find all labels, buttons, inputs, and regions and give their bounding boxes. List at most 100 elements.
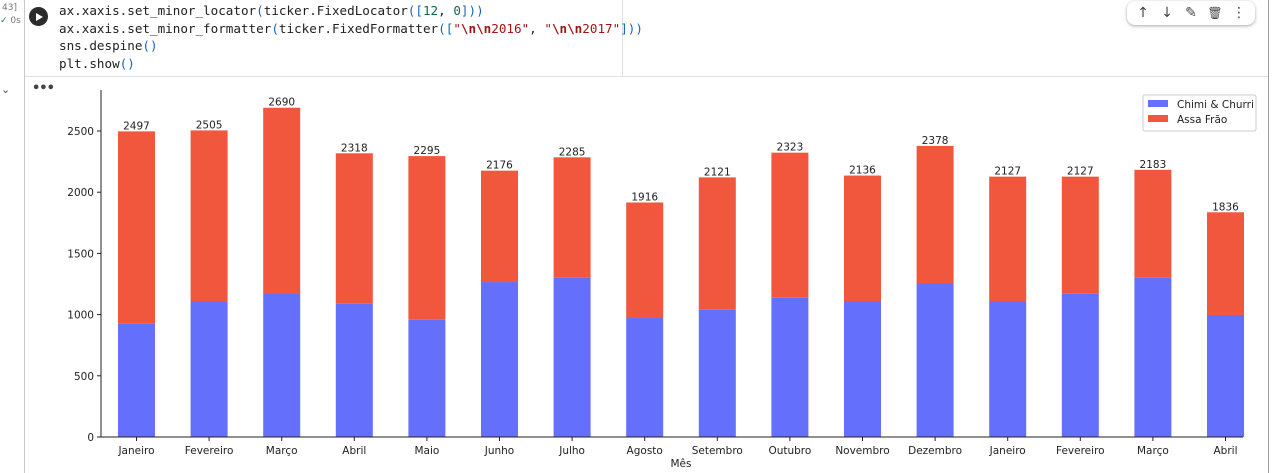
total-label: 2176 (486, 160, 513, 172)
code-editor[interactable]: ax.xaxis.set_minor_locator(ticker.FixedL… (59, 2, 643, 72)
y-tick-label: 1000 (67, 310, 94, 322)
total-label: 2323 (777, 142, 804, 154)
code-token: () (142, 38, 158, 53)
code-token: ( (256, 3, 264, 18)
legend-swatch (1148, 100, 1168, 107)
bar-assa-frao (1061, 176, 1099, 294)
bar-chimi-churri (1207, 314, 1244, 437)
total-label: 2378 (922, 135, 949, 147)
legend-label: Assa Frão (1177, 114, 1227, 126)
bar-chimi-churri (408, 319, 446, 437)
code-token: ( (271, 20, 279, 36)
code-token: ([ (438, 20, 454, 36)
run-cell-button[interactable] (29, 7, 48, 26)
x-tick-label: Novembro (835, 445, 889, 457)
bar-assa-frao (1207, 212, 1244, 315)
legend-label: Chimi & Churri (1177, 99, 1254, 111)
bar-assa-frao (1134, 169, 1172, 278)
code-line: plt.show() (59, 55, 643, 73)
check-icon: ✓ (0, 16, 8, 26)
x-tick-label: Maio (414, 445, 439, 457)
bar-chimi-churri (626, 318, 664, 437)
total-label: 2285 (559, 146, 586, 158)
total-label: 2183 (1140, 159, 1167, 171)
x-tick-label: Outubro (768, 445, 811, 457)
more-options-icon[interactable]: ⋮ (1232, 5, 1246, 21)
total-label: 2690 (268, 97, 295, 109)
y-tick-label: 500 (74, 371, 94, 383)
x-tick-label: Junho (484, 445, 515, 457)
total-label: 1916 (631, 191, 658, 203)
code-token: \n\n (460, 20, 492, 36)
bar-assa-frao (626, 202, 664, 319)
bar-assa-frao (263, 107, 301, 294)
bar-chimi-churri (916, 283, 954, 437)
cell-gutter-border (24, 0, 25, 473)
x-tick-label: Janeiro (117, 445, 154, 457)
cell-divider (622, 0, 623, 76)
total-label: 2127 (994, 166, 1021, 178)
output-divider (25, 76, 1268, 77)
total-label: 2505 (196, 119, 223, 131)
legend-box (1142, 94, 1257, 132)
code-token: ticker.FixedLocator (263, 3, 408, 18)
bar-assa-frao (408, 156, 446, 320)
bar-chimi-churri (1061, 293, 1099, 437)
bar-assa-frao (190, 130, 228, 302)
code-token: 2017" (582, 20, 621, 36)
collapse-output-icon[interactable]: ⌄ (1, 83, 11, 96)
x-axis-label: Mês (671, 458, 692, 470)
code-token: sns.despine (59, 38, 143, 53)
bar-assa-frao (118, 131, 155, 324)
code-token: 0 (453, 3, 461, 18)
bar-assa-frao (771, 152, 809, 298)
bar-chimi-churri (553, 277, 591, 437)
code-token: plt.show (59, 55, 120, 71)
output-menu-icon[interactable]: ••• (32, 81, 55, 96)
x-tick-label: Abril (1214, 445, 1238, 457)
code-line: ax.xaxis.set_minor_formatter(ticker.Fixe… (59, 20, 643, 38)
cell-right-border (1268, 0, 1269, 473)
bar-chimi-churri (698, 309, 736, 437)
bar-assa-frao (916, 145, 954, 284)
execution-time-value: 0s (10, 16, 21, 26)
bar-chimi-churri (1134, 277, 1172, 437)
y-tick-label: 2500 (67, 126, 94, 138)
code-line: sns.despine() (59, 37, 643, 55)
x-tick-label: Julho (558, 445, 585, 457)
total-label: 1836 (1212, 201, 1239, 213)
code-token: ])) (620, 20, 643, 36)
code-line: ax.xaxis.set_minor_locator(ticker.FixedL… (59, 2, 643, 20)
bar-assa-frao (481, 170, 518, 283)
y-tick-label: 2000 (67, 187, 94, 199)
code-token: ticker.FixedFormatter (278, 20, 439, 36)
bar-chimi-churri (263, 293, 301, 437)
bar-assa-frao (553, 157, 591, 278)
bar-chimi-churri (989, 301, 1027, 437)
total-label: 2295 (414, 145, 441, 157)
y-tick-label: 1500 (67, 248, 94, 260)
x-tick-label: Abril (342, 445, 366, 457)
move-up-icon[interactable]: ↑ (1137, 5, 1149, 21)
bar-chimi-churri (481, 282, 518, 437)
bar-assa-frao (335, 153, 373, 304)
code-token: , (438, 3, 454, 18)
code-token: ])) (460, 3, 484, 18)
code-token: \n\n (551, 20, 583, 36)
delete-icon[interactable]: 🗑 (1207, 6, 1223, 20)
bar-chimi-churri (190, 301, 228, 437)
legend-swatch (1148, 115, 1168, 122)
x-tick-label: Agosto (627, 445, 663, 457)
x-tick-label: Março (1137, 445, 1169, 457)
bar-assa-frao (698, 177, 736, 310)
edit-icon[interactable]: ✎ (1185, 5, 1197, 21)
x-tick-label: Fevereiro (1056, 445, 1105, 457)
move-down-icon[interactable]: ↓ (1161, 5, 1173, 21)
total-label: 2121 (704, 166, 731, 178)
code-token: ax.xaxis.set_minor_locator (59, 3, 257, 18)
total-label: 2127 (1067, 166, 1094, 178)
bar-assa-frao (844, 175, 881, 302)
code-token: 12 (422, 3, 439, 18)
y-tick-label: 0 (87, 432, 94, 444)
